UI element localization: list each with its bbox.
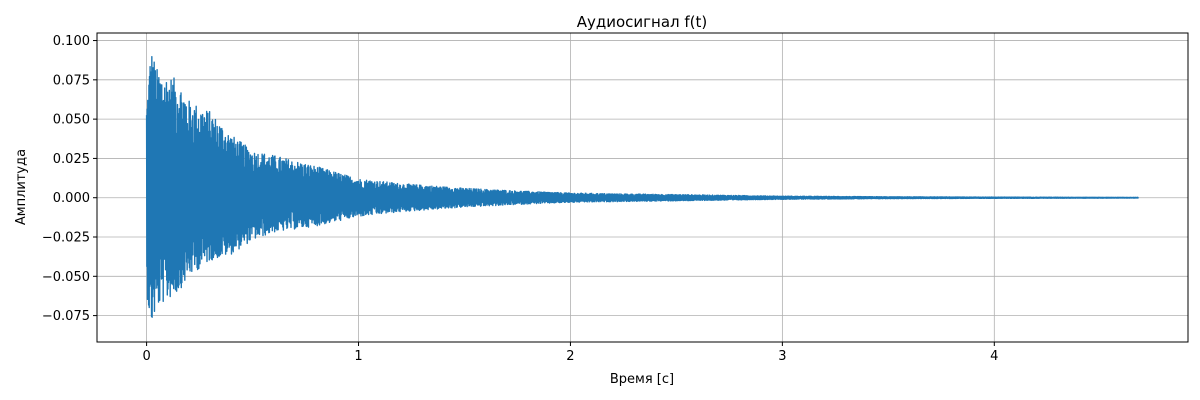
- x-tick-label: 4: [990, 349, 998, 364]
- x-tick-label: 3: [778, 349, 786, 364]
- y-tick-label: 0.050: [53, 113, 90, 128]
- y-axis: −0.075 −0.050 −0.025 0.000 0.025 0.050 0.075 0.…: [42, 34, 97, 324]
- x-axis: 0 1 2 3 4: [142, 342, 998, 364]
- y-axis-label: Амплитуда: [14, 149, 29, 225]
- x-tick-label: 2: [566, 349, 574, 364]
- x-tick-label: 0: [142, 349, 150, 364]
- x-tick-label: 1: [354, 349, 362, 364]
- series-layer: [145, 56, 1139, 318]
- y-tick-label: 0.075: [53, 73, 90, 88]
- x-axis-label: Время [с]: [610, 372, 674, 387]
- y-tick-label: −0.050: [42, 270, 90, 285]
- y-tick-label: 0.025: [53, 152, 90, 167]
- y-tick-label: −0.025: [42, 231, 90, 246]
- y-tick-label: 0.000: [53, 191, 90, 206]
- y-tick-label: −0.075: [42, 309, 90, 324]
- y-tick-label: 0.100: [53, 34, 90, 49]
- signal-line: [145, 56, 1139, 318]
- plot-frame: [96, 32, 1189, 343]
- chart-title: Аудиосигнал f(t): [577, 13, 708, 31]
